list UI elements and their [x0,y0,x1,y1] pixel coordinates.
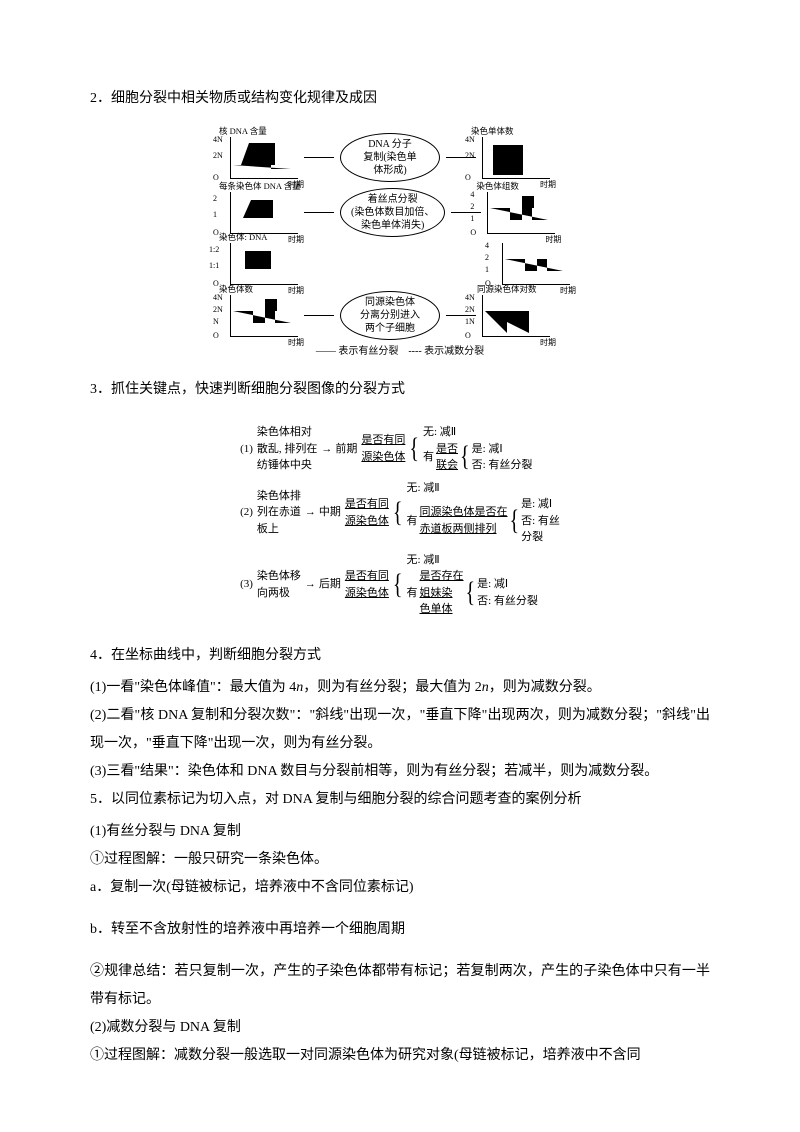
decision-row-metaphase: (2) 染色体排 列在赤道 板上 → 中期 是否有同 源染色体 { 无: 减Ⅱ … [240,480,560,546]
section-5-heading: 5．以同位素标记为切入点，对 DNA 复制与细胞分裂的综合问题考查的案例分析 [90,786,710,814]
diagram-2-cell-division-changes: 核 DNA 含量 4N 2N O 时期 DNA 分子 复制(染色单 体形成) 染… [90,119,710,366]
section-4-p1: (1)一看"染色体峰值"：最大值为 4n，则为有丝分裂；最大值为 2n，则为减数… [90,674,710,702]
section-5-p2: ①过程图解：一般只研究一条染色体。 [90,846,710,874]
section-2-heading: 2．细胞分裂中相关物质或结构变化规律及成因 [90,85,710,113]
section-3-heading: 3．抓住关键点，快速判断细胞分裂图像的分裂方式 [90,376,710,404]
oval-centromere-split: 着丝点分裂 (染色体数目加倍、 染色单体消失) [340,188,445,237]
diagram-2-legend: —— 表示有丝分裂 ---- 表示减数分裂 [230,346,570,358]
decision-row-prophase: (1) 染色体相对 散乱, 排列在 纺锤体中央 → 前期 是否有同 源染色体 {… [240,424,560,474]
chart-chromatid-count: 染色单体数 4N 2N O 时期 [482,137,550,179]
oval-dna-replication: DNA 分子 复制(染色单 体形成) [340,133,440,182]
chart-chromosome-sets: 染色体组数 4 2 1 O 时期 [487,192,555,234]
oval-homolog-separation: 同源染色体 分离分别进入 两个子细胞 [340,291,440,340]
section-5-p3: a．复制一次(母链被标记，培养液中不含同位素标记) [90,874,710,902]
chart-dna-per-chromosome: 每条染色体 DNA 含量 2 1 O 时期 [230,192,298,234]
section-4-p3: (3)三看"结果"：染色体和 DNA 数目与分裂前相等，则为有丝分裂；若减半，则… [90,758,710,786]
section-5-p1: (1)有丝分裂与 DNA 复制 [90,818,710,846]
section-5-p7: ①过程图解：减数分裂一般选取一对同源染色体为研究对象(母链被标记，培养液中不含同 [90,1042,710,1070]
section-5-p5: ②规律总结：若只复制一次，产生的子染色体都带有标记；若复制两次，产生的子染色体中… [90,958,710,1014]
chart-chromosome-count: 染色体数 4N 2N N O 时期 [230,295,298,337]
chart-homolog-pairs: 同源染色体对数 4N 2N 1N O 时期 [482,295,550,337]
diagram-3-decision-tree: (1) 染色体相对 散乱, 排列在 纺锤体中央 → 前期 是否有同 源染色体 {… [90,410,710,632]
decision-row-anaphase: (3) 染色体移 向两极 → 后期 是否有同 源染色体 { 无: 减Ⅱ 有 是否… [240,552,560,618]
section-5-p4: b．转至不含放射性的培养液中再培养一个细胞周期 [90,916,710,944]
chart-sets-2: 4 2 1 O 时期 [502,243,570,285]
section-5-p6: (2)减数分裂与 DNA 复制 [90,1014,710,1042]
section-4-p2: (2)二看"核 DNA 复制和分裂次数"："斜线"出现一次，"垂直下降"出现两次… [90,702,710,758]
section-4-heading: 4．在坐标曲线中，判断细胞分裂方式 [90,642,710,670]
chart-nuclear-dna: 核 DNA 含量 4N 2N O 时期 [230,137,298,179]
chart-chromosome-dna-ratio: 染色体: DNA 1:2 1:1 O 时期 [230,243,298,285]
